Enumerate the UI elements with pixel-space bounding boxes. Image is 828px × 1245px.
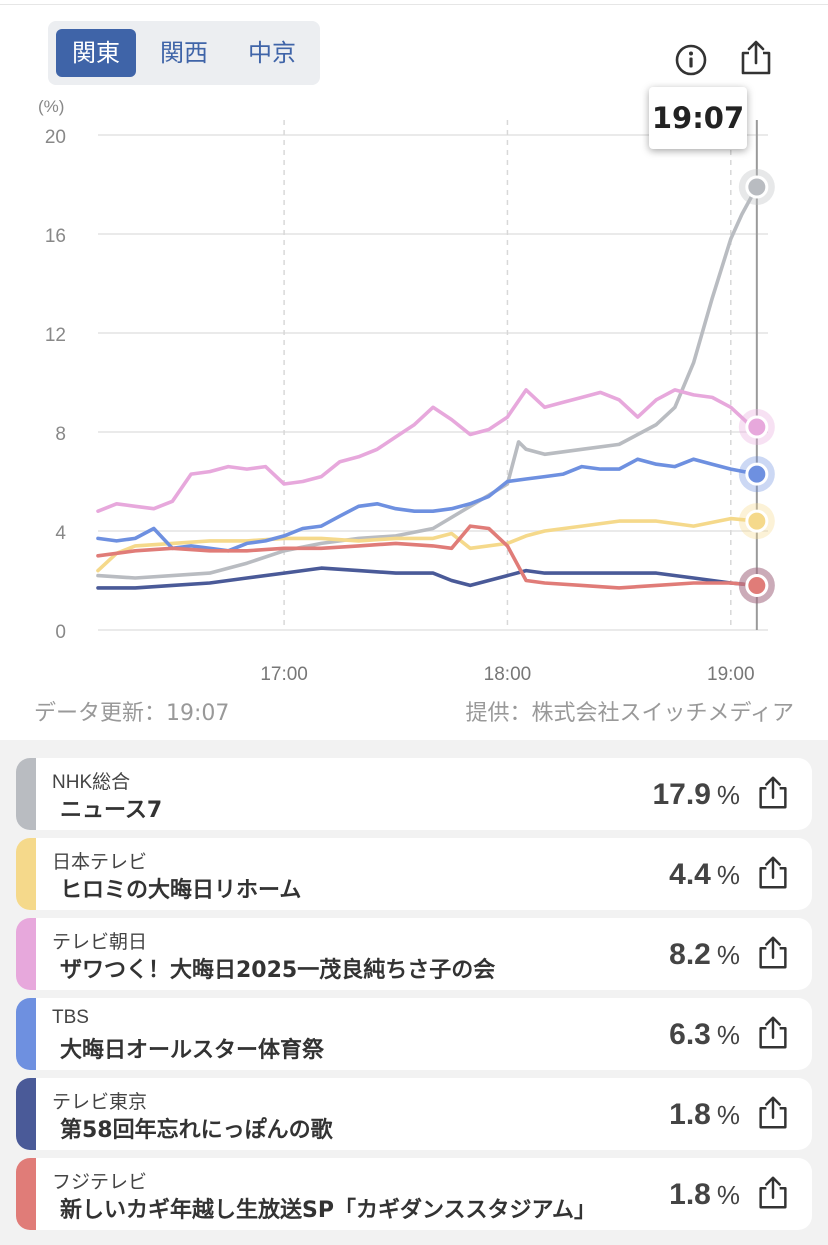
share-icon[interactable] <box>736 38 776 78</box>
end-marker <box>745 509 769 533</box>
y-tick-label: 16 <box>45 226 66 247</box>
channel-name: NHK総合 <box>52 772 131 793</box>
rating-number: 8.2 <box>669 938 711 971</box>
rating-number: 6.3 <box>669 1018 711 1051</box>
region-tabs: 関東 関西 中京 <box>48 21 320 85</box>
rating-unit: % <box>716 1180 740 1210</box>
data-source-note: 提供：株式会社スイッチメディア <box>465 701 794 726</box>
rating-unit: % <box>716 860 740 890</box>
rating-number: 4.4 <box>669 858 711 891</box>
end-marker <box>745 573 769 597</box>
program-title: ニュース7 <box>60 798 163 823</box>
rating-unit: % <box>716 940 740 970</box>
y-tick-label: 20 <box>45 127 66 148</box>
x-tick-label: 19:00 <box>707 664 755 685</box>
ratings-line-chart: 0 4 8 12 16 20 (%) 17:00 18:00 19:00 <box>38 97 775 685</box>
program-title: 第58回年忘れにっぽんの歌 <box>60 1118 333 1143</box>
y-tick-label: 12 <box>45 325 66 346</box>
top-divider <box>0 0 828 5</box>
series-line <box>96 457 759 553</box>
rating-value: 17.9% <box>652 778 740 812</box>
data-updated-note: データ更新：19:07 <box>34 701 230 726</box>
y-tick-label: 8 <box>55 424 66 445</box>
channel-color-bar <box>16 998 36 1070</box>
channel-name: TBS <box>52 1007 89 1028</box>
series-line <box>96 388 759 513</box>
rating-number: 1.8 <box>669 1178 711 1211</box>
y-tick-label: 4 <box>55 523 66 544</box>
channel-name: テレビ朝日 <box>52 932 148 953</box>
program-card-fuji-tv[interactable]: フジテレビ 新しいカギ年越し生放送SP「カギダンススタジアム」 1.8% <box>16 1158 812 1230</box>
series-line <box>96 566 759 590</box>
x-tick-label: 18:00 <box>484 664 532 685</box>
rating-unit: % <box>716 1100 740 1130</box>
program-card-tbs[interactable]: TBS 大晦日オールスター体育祭 6.3% <box>16 998 812 1070</box>
y-axis-label: (%) <box>38 97 64 116</box>
info-icon[interactable] <box>671 40 711 80</box>
end-marker <box>745 175 769 199</box>
share-icon[interactable] <box>754 1174 792 1212</box>
series-line <box>96 524 759 590</box>
rating-value: 6.3% <box>669 1018 740 1052</box>
time-tooltip: 19:07 <box>649 87 747 149</box>
share-icon[interactable] <box>754 854 792 892</box>
channel-color-bar <box>16 1078 36 1150</box>
series-line <box>96 185 759 580</box>
rating-value: 1.8% <box>669 1098 740 1132</box>
program-card-tv-asahi[interactable]: テレビ朝日 ザワつく！大晦日2025一茂良純ちさ子の会 8.2% <box>16 918 812 990</box>
channel-color-bar <box>16 1158 36 1230</box>
series-line <box>96 516 759 573</box>
end-marker <box>745 462 769 486</box>
rating-number: 1.8 <box>669 1098 711 1131</box>
rating-value: 1.8% <box>669 1178 740 1212</box>
program-title: 新しいカギ年越し生放送SP「カギダンススタジアム」 <box>60 1198 596 1223</box>
tab-chukyo[interactable]: 中京 <box>248 39 296 67</box>
channel-name: フジテレビ <box>52 1172 148 1193</box>
program-card-tv-tokyo[interactable]: テレビ東京 第58回年忘れにっぽんの歌 1.8% <box>16 1078 812 1150</box>
channel-color-bar <box>16 758 36 830</box>
program-card-ntv[interactable]: 日本テレビ ヒロミの大晦日リホーム 4.4% <box>16 838 812 910</box>
program-list: NHK総合 ニュース7 17.9% 日本テレビ ヒロミの大晦日リホーム 4.4%… <box>0 740 828 1245</box>
share-icon[interactable] <box>754 1094 792 1132</box>
rating-value: 4.4% <box>669 858 740 892</box>
end-marker <box>745 415 769 439</box>
channel-color-bar <box>16 838 36 910</box>
program-card-nhk[interactable]: NHK総合 ニュース7 17.9% <box>16 758 812 830</box>
rating-unit: % <box>716 780 740 810</box>
channel-color-bar <box>16 918 36 990</box>
channel-name: 日本テレビ <box>52 852 148 873</box>
y-tick-label: 0 <box>55 622 66 643</box>
share-icon[interactable] <box>754 774 792 812</box>
tab-kanto[interactable]: 関東 <box>56 29 136 77</box>
x-tick-label: 17:00 <box>260 664 308 685</box>
program-title: ヒロミの大晦日リホーム <box>60 878 302 903</box>
rating-unit: % <box>716 1020 740 1050</box>
channel-name: テレビ東京 <box>52 1092 148 1113</box>
share-icon[interactable] <box>754 934 792 972</box>
program-title: 大晦日オールスター体育祭 <box>60 1038 325 1063</box>
tab-kansai[interactable]: 関西 <box>160 39 208 67</box>
rating-value: 8.2% <box>669 938 740 972</box>
rating-number: 17.9 <box>652 778 711 811</box>
program-title: ザワつく！大晦日2025一茂良純ちさ子の会 <box>60 958 496 983</box>
share-icon[interactable] <box>754 1014 792 1052</box>
